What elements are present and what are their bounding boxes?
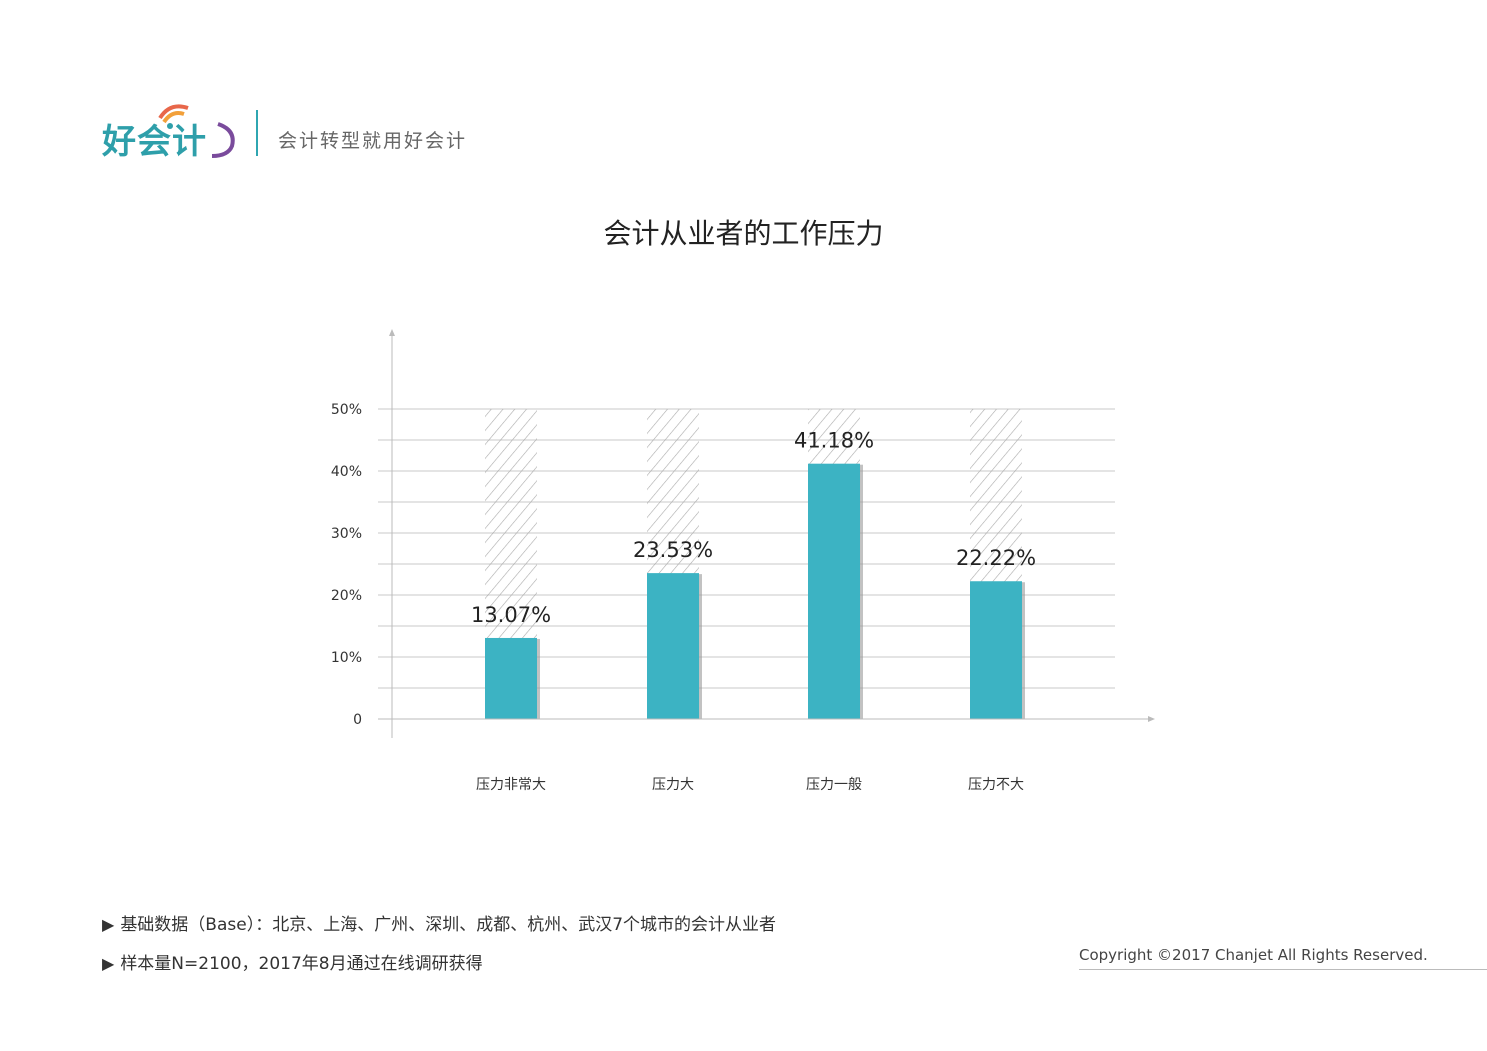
slogan: 会计转型就用好会计 [278, 130, 468, 152]
bar [970, 581, 1022, 719]
y-tick-label: 20% [331, 588, 362, 604]
x-tick-label: 压力大 [652, 777, 694, 793]
copyright: Copyright ©2017 Chanjet All Rights Reser… [1079, 946, 1428, 964]
bar [485, 637, 537, 719]
x-tick-label: 压力不大 [968, 777, 1024, 793]
y-tick-label: 40% [331, 464, 362, 480]
chart-title: 会计从业者的工作压力 [603, 217, 884, 250]
y-tick-label: 0 [353, 712, 362, 728]
x-tick-label: 压力非常大 [476, 777, 546, 793]
triangle-right-icon: ▶ [102, 954, 115, 973]
footnote-base: ▶ 基础数据（Base）：北京、上海、广州、深圳、成都、杭州、武汉7个城市的会计从… [102, 915, 777, 935]
data-label: 41.18% [794, 429, 874, 453]
logo-text: 好会计 [102, 122, 207, 162]
y-tick-label: 10% [331, 650, 362, 666]
bar [647, 573, 699, 719]
header: 好会计 会计转型就用好会计 [100, 100, 520, 162]
y-tick-label: 30% [331, 526, 362, 542]
y-tick-label: 50% [331, 402, 362, 418]
header-separator [256, 110, 258, 156]
bar [808, 463, 860, 719]
logo: 好会计 [100, 100, 240, 164]
copyright-divider [1079, 969, 1487, 970]
footnote-sample: ▶ 样本量N=2100，2017年8月通过在线调研获得 [102, 954, 483, 974]
logo-cloud-icon [158, 104, 235, 158]
x-tick-label: 压力一般 [806, 777, 862, 793]
data-label: 13.07% [471, 603, 551, 627]
triangle-right-icon: ▶ [102, 915, 115, 934]
data-label: 23.53% [633, 538, 713, 562]
data-label: 22.22% [956, 546, 1036, 570]
